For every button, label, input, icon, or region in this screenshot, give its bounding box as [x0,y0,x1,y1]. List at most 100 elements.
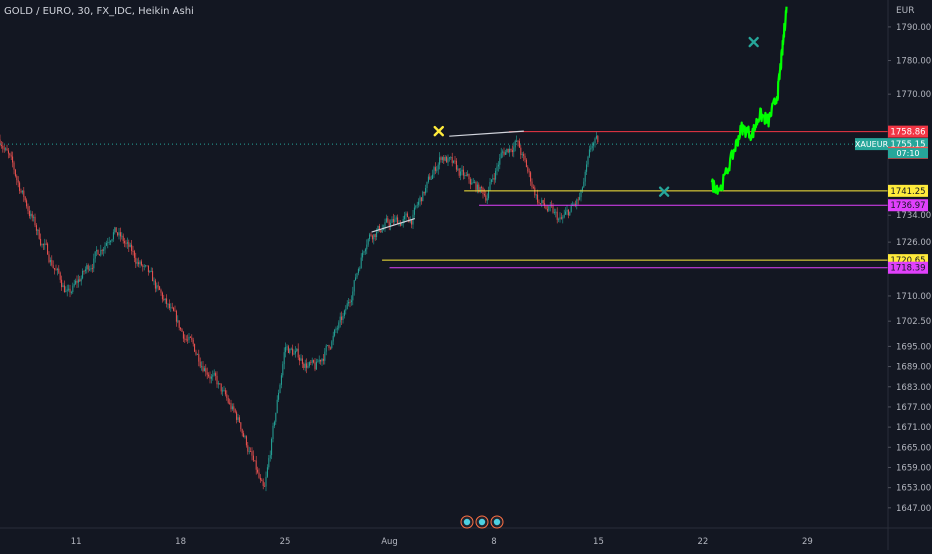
candle-body [355,277,357,281]
candle-body [348,302,350,304]
candle-body [440,157,442,160]
price-tick-label: 1653.00 [896,484,931,494]
teal-cross-marker-lower [658,186,670,197]
candle-body [472,182,474,184]
candle-body [90,268,92,270]
candle-body [476,184,478,190]
candle-body [217,383,219,385]
candle-body [523,154,525,156]
candle-body [535,194,537,196]
candle-body [262,481,264,486]
trendline-right [449,130,524,137]
candle-body [121,235,123,237]
candle-body [439,157,441,165]
candle-body [287,346,289,353]
candle-body [328,345,330,348]
candle-body [478,184,480,193]
candle-body [399,222,401,226]
candle-body [80,278,82,282]
magenta-level-upper-tag: 1736.97 [890,201,925,211]
candle-body [314,362,316,370]
markers-layer [433,36,759,197]
candle-body [37,229,39,231]
candle-body [503,151,505,155]
candle-body [481,187,483,188]
candle-body [469,179,471,185]
candle-body [513,147,515,153]
candle-body [112,232,114,240]
price-labels-layer: 1758.861755.151754.961741.251736.971720.… [855,125,928,274]
candle-body [59,272,61,280]
candle-body [313,360,315,363]
candle-body [7,150,9,154]
candle-body [339,316,341,323]
candle-body [83,270,85,272]
candle-body [299,357,301,361]
candle-body [240,422,242,430]
candle-body [359,268,361,270]
price-tick-label: 1790.00 [896,23,931,33]
candle-body [565,211,567,215]
candle-body [402,219,404,224]
candle-body [310,362,312,364]
candle-body [205,368,207,373]
candle-body [511,150,513,153]
candle-body [118,232,120,236]
candle-body [219,383,221,385]
candle-body [94,251,96,259]
candle-body [580,189,582,198]
candle-body [254,460,256,462]
candle-body [500,152,502,159]
candle-body [558,219,560,221]
candle-body [488,190,490,199]
candle-body [33,216,35,218]
candle-body [420,197,422,202]
candle-body [54,268,56,270]
candle-body [153,280,155,282]
candle-body [171,307,173,309]
candle-body [457,168,459,170]
candle-body [292,348,294,355]
candle-body [265,476,267,487]
candle-body [586,164,588,172]
candle-body [231,406,233,410]
candle-body [34,216,36,226]
candle-body [216,375,218,385]
candle-body [569,211,571,216]
candle-body [77,279,79,283]
candle-body [583,181,585,188]
candle-body [168,303,170,308]
price-tick-label: 1734.00 [896,211,931,221]
candle-body [497,164,499,167]
candle-body [115,227,117,233]
candle-body [597,135,599,143]
candle-body [317,361,319,363]
candle-body [537,194,539,203]
candle-body [357,269,359,274]
candle-body [301,358,303,364]
candle-body [423,191,425,194]
candle-body [422,191,424,202]
levels-layer [0,131,888,269]
candle-body [392,219,394,223]
candle-body [579,197,581,200]
candle-body [334,329,336,336]
candle-body [178,320,180,328]
candle-body [356,273,358,278]
red-level-tag-bg [888,125,928,138]
candle-body [311,360,313,363]
candle-body [198,354,200,362]
candle-body [234,409,236,413]
candle-body [495,170,497,180]
candle-body [425,188,427,194]
candle-body [273,421,275,426]
candle-body [556,211,558,220]
candle-body [170,307,172,309]
candle-body [210,376,212,379]
price-tick-label: 1695.00 [896,342,931,352]
candle-body [5,148,7,150]
candle-body [349,302,351,303]
candle-body [191,337,193,340]
